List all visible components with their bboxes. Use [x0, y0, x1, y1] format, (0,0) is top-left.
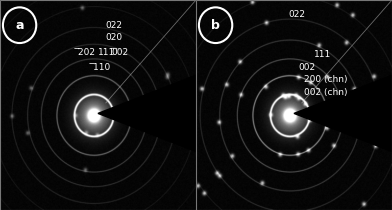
Text: 022: 022	[106, 21, 123, 30]
Text: 200 (chn): 200 (chn)	[304, 75, 347, 84]
Text: 002: 002	[298, 63, 315, 72]
Polygon shape	[98, 71, 206, 155]
Text: b: b	[211, 19, 220, 32]
Text: 022: 022	[288, 10, 305, 19]
Text: 111: 111	[314, 50, 331, 59]
Text: 002 (chn): 002 (chn)	[304, 88, 347, 97]
Text: a: a	[15, 19, 24, 32]
Text: ̅110: ̅110	[94, 63, 111, 72]
Text: 0̅02: 0̅02	[112, 48, 129, 57]
Polygon shape	[294, 71, 392, 155]
Text: ̅202: ̅202	[78, 48, 95, 57]
Text: 111: 111	[98, 48, 115, 57]
Text: 020: 020	[106, 33, 123, 42]
